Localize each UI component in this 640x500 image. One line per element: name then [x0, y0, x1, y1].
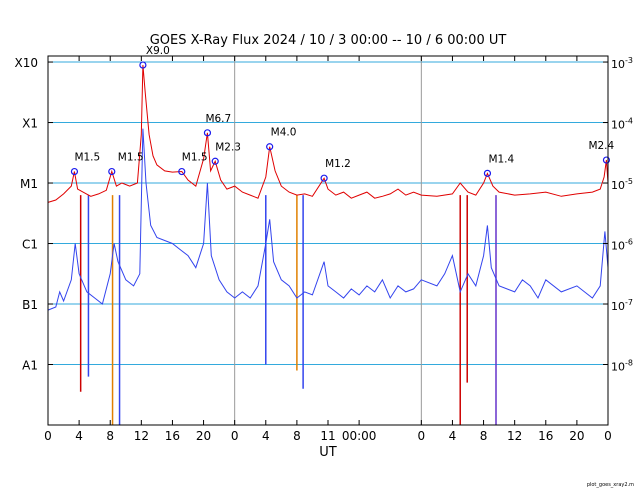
x-tick-label: 12: [134, 429, 149, 443]
right-tick-label: 10-8: [611, 359, 633, 374]
x-tick-label: 0: [418, 429, 426, 443]
flare-peak-marker: [266, 143, 274, 151]
flare-label: M4.0: [271, 127, 297, 139]
left-tick-label: B1: [22, 298, 38, 312]
x-tick-label: 0: [604, 429, 612, 443]
left-tick-label: X1: [22, 117, 38, 131]
flare-peak-marker: [139, 61, 147, 69]
flare-peak-marker: [320, 174, 328, 182]
flare-peak-marker: [108, 167, 116, 176]
flare-peak-marker: [203, 129, 212, 137]
chart-title: GOES X-Ray Flux 2024 / 10 / 3 00:00 -- 1…: [150, 33, 507, 48]
flare-label: M6.7: [205, 113, 231, 125]
right-tick-label: 10-6: [611, 238, 633, 253]
long-channel-line: [47, 65, 609, 203]
flare-peak-marker: [178, 167, 186, 176]
right-tick-label: 10-3: [611, 56, 633, 71]
x-tick-label: 8: [293, 429, 301, 443]
short-channel-line: [47, 128, 609, 311]
axis-ticks: X10 X1 M1 C1 B1 A1 10-3 10-4 10-5 10-6 10-7 10-8 0 4 8…: [15, 56, 633, 443]
right-tick-label: 10-4: [611, 117, 633, 132]
x-tick-label: 16: [165, 429, 180, 443]
flare-peak-marker: [70, 167, 79, 176]
flare-label: M1.4: [488, 153, 514, 165]
flare-label: M1.2: [325, 158, 351, 170]
x-tick-label: 0: [231, 429, 239, 443]
left-tick-label: X10: [15, 56, 39, 70]
flare-peak-marker: [602, 156, 611, 164]
footer-credit: plot_goes_xray2.m: [587, 482, 634, 488]
x-tick-label: 4: [75, 429, 83, 443]
x-tick-label: 4: [449, 429, 457, 443]
left-tick-label: A1: [22, 359, 38, 373]
right-tick-label: 10-7: [611, 298, 633, 313]
x-tick-label: 12: [507, 429, 522, 443]
flare-peak-marker: [211, 157, 219, 165]
x-tick-label: 8: [106, 429, 114, 443]
left-tick-label: M1: [20, 177, 38, 191]
x-tick-label: 4: [262, 429, 270, 443]
x-tick-label: 11: [320, 429, 335, 443]
x-tick-label: 8: [480, 429, 488, 443]
left-tick-label: C1: [22, 238, 38, 252]
x-tick-label: 20: [569, 429, 584, 443]
flare-label: M1.5: [118, 152, 144, 164]
x-tick-label: 20: [196, 429, 211, 443]
x-tick-label: 16: [538, 429, 553, 443]
flare-markers: M1.5 M1.5 X9.0 M1.5 M6.7 M2.3 M4.0 M1.2 M1.4 M2.4: [70, 45, 615, 182]
flare-label: M1.5: [182, 152, 208, 164]
flare-label: M1.5: [74, 152, 100, 164]
flux-series: [47, 65, 609, 425]
flare-peak-marker: [483, 169, 492, 177]
x-tick-label: 00:00: [342, 429, 377, 443]
flare-label: X9.0: [146, 45, 170, 57]
gridlines: [48, 56, 608, 425]
x-axis-label: UT: [319, 445, 337, 460]
flare-label: M2.3: [215, 141, 241, 153]
flare-label: M2.4: [588, 140, 614, 152]
right-tick-label: 10-5: [611, 177, 633, 192]
x-tick-label: 0: [44, 429, 52, 443]
plot-frame: [47, 55, 609, 426]
